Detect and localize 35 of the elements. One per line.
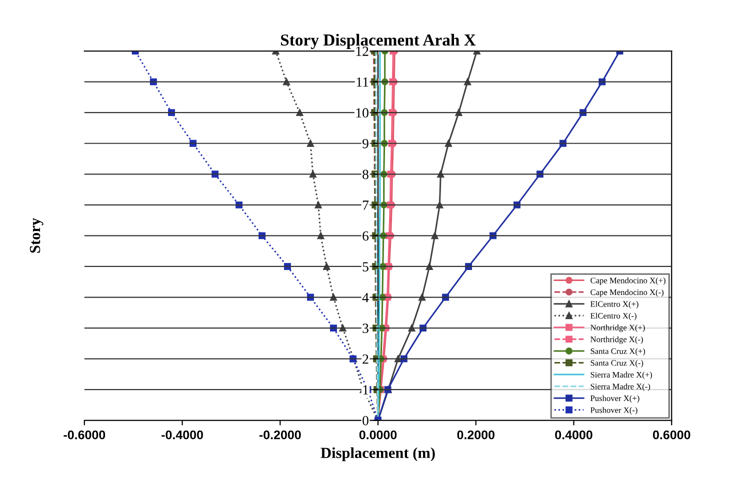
x-tick-label: 0.4000 (555, 430, 592, 440)
x-tick-label: -0.2000 (259, 430, 301, 440)
y-axis-title: Story (30, 218, 44, 253)
y-tick-label: 1 (363, 385, 368, 394)
legend-label: Cape Mendocino X(-) (590, 289, 664, 297)
legend-label: Northridge X(+) (590, 324, 645, 332)
legend-label: Sierra Madre X(+) (590, 372, 652, 380)
y-tick-label: 10 (356, 108, 368, 118)
legend-label: Pushover X(+) (590, 395, 640, 403)
legend-label: ElCentro X(-) (590, 312, 636, 320)
chart-title: Story Displacement Arah X (280, 34, 476, 50)
y-tick-label: 7 (362, 200, 369, 210)
y-tick-label: 0 (362, 416, 368, 426)
legend-label: Sierra Madre X(-) (590, 383, 650, 392)
y-tick-label: 3 (362, 324, 368, 334)
x-tick-label: -0.4000 (162, 430, 203, 440)
legend-label: Cape Mendocino X(+) (590, 277, 666, 285)
x-tick-label: 0.2000 (457, 430, 494, 440)
legend-label: Pushover X(-) (590, 407, 638, 415)
y-tick-label: 8 (362, 170, 368, 180)
y-tick-label: 9 (362, 138, 368, 148)
legend-label: Northridge X(-) (590, 336, 643, 344)
y-tick-label: 6 (362, 231, 369, 241)
y-tick-label: 4 (362, 292, 369, 302)
y-tick-label: 5 (362, 262, 368, 272)
x-tick-label: 0.0000 (359, 430, 397, 440)
legend-label: Santa Cruz X(-) (590, 360, 644, 368)
legend-label: Santa Cruz X(+) (590, 348, 646, 356)
x-tick-label: 0.6000 (652, 430, 690, 440)
legend-label: ElCentro X(+) (590, 300, 638, 309)
y-tick-label: 2 (362, 354, 368, 364)
y-tick-label: 12 (356, 46, 368, 56)
x-tick-label: -0.6000 (64, 430, 106, 440)
x-axis-title: Displacement (m) (320, 447, 435, 462)
y-tick-label: 11 (356, 77, 368, 87)
